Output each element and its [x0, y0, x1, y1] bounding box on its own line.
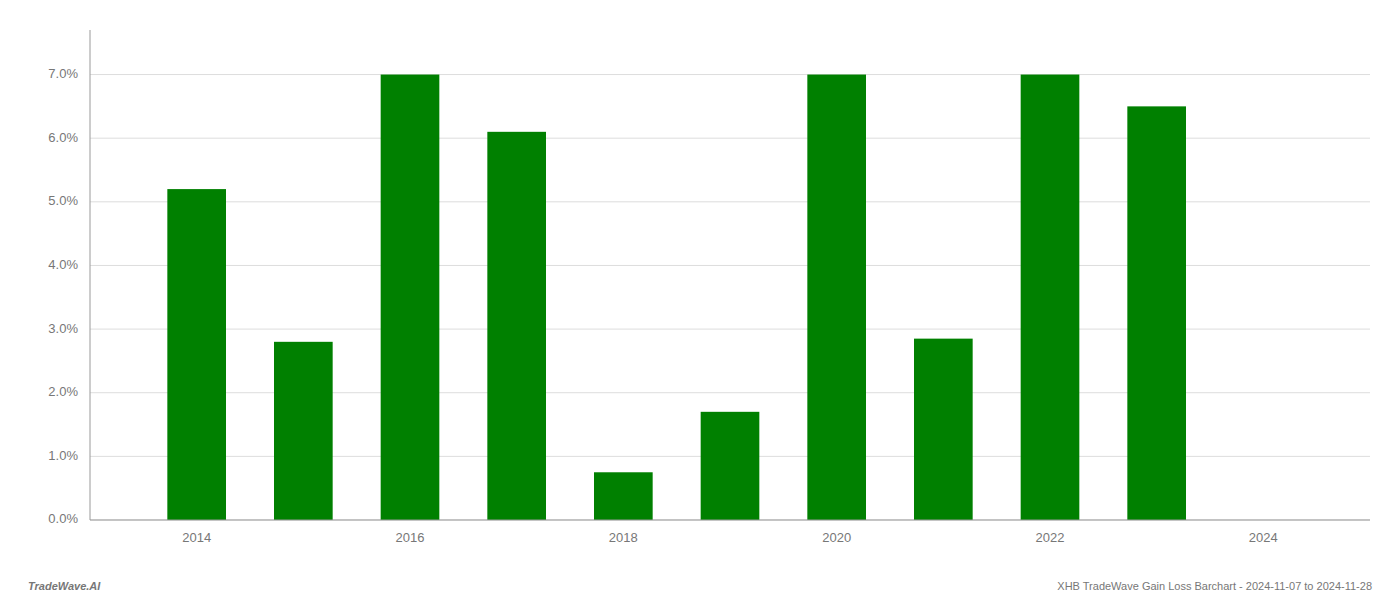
y-tick-label: 1.0%: [48, 448, 78, 463]
footer-left: TradeWave.AI: [28, 580, 101, 592]
bars: [167, 75, 1186, 520]
x-tick-label: 2014: [182, 530, 211, 545]
x-tick-label: 2022: [1036, 530, 1065, 545]
y-tick-label: 7.0%: [48, 66, 78, 81]
x-tick-label: 2020: [822, 530, 851, 545]
chart: 0.0% 1.0% 2.0% 3.0% 4.0% 5.0% 6.0% 7.0% 2014 2016…: [0, 0, 1400, 600]
background: [0, 0, 1400, 600]
y-tick-label: 2.0%: [48, 384, 78, 399]
x-axis: 2014 2016 2018 2020 2022 2024: [90, 520, 1370, 545]
bar: [381, 75, 440, 520]
x-tick-label: 2018: [609, 530, 638, 545]
grid: [90, 75, 1370, 520]
chart-container: 0.0% 1.0% 2.0% 3.0% 4.0% 5.0% 6.0% 7.0% 2014 2016…: [0, 0, 1400, 600]
bar: [167, 189, 226, 520]
y-tick-label: 6.0%: [48, 130, 78, 145]
footer-right: XHB TradeWave Gain Loss Barchart - 2024-…: [1057, 580, 1372, 592]
bar: [914, 339, 973, 520]
bar: [701, 412, 760, 520]
y-tick-label: 5.0%: [48, 193, 78, 208]
x-tick-label: 2024: [1249, 530, 1278, 545]
y-tick-label: 3.0%: [48, 321, 78, 336]
x-tick-label: 2016: [396, 530, 425, 545]
bar: [1021, 75, 1080, 520]
grid-line: [90, 74, 1370, 75]
y-tick-label: 0.0%: [48, 511, 78, 526]
y-tick-label: 4.0%: [48, 257, 78, 272]
bar: [1127, 106, 1186, 520]
bar: [807, 75, 866, 520]
y-axis: 0.0% 1.0% 2.0% 3.0% 4.0% 5.0% 6.0% 7.0%: [48, 30, 90, 526]
y-axis-line: [90, 30, 91, 520]
bar: [487, 132, 546, 520]
bar: [594, 472, 653, 520]
grid-line: [90, 520, 1370, 521]
bar: [274, 342, 333, 520]
x-axis-line: [90, 520, 1370, 521]
